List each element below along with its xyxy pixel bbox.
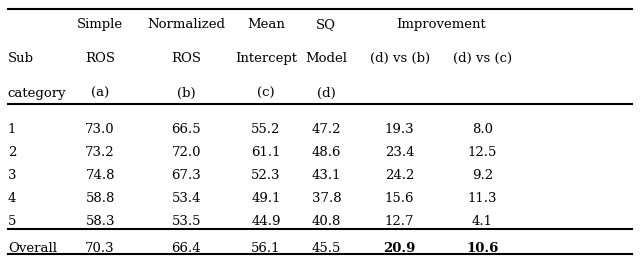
- Text: 12.5: 12.5: [468, 146, 497, 159]
- Text: (c): (c): [257, 87, 275, 99]
- Text: Sub: Sub: [8, 52, 34, 65]
- Text: category: category: [8, 87, 67, 99]
- Text: 3: 3: [8, 169, 16, 182]
- Text: 56.1: 56.1: [251, 242, 280, 255]
- Text: (d) vs (b): (d) vs (b): [369, 52, 429, 65]
- Text: 20.9: 20.9: [383, 242, 416, 255]
- Text: 5: 5: [8, 215, 16, 228]
- Text: Simple: Simple: [77, 18, 124, 31]
- Text: Mean: Mean: [247, 18, 285, 31]
- Text: 19.3: 19.3: [385, 123, 415, 136]
- Text: 12.7: 12.7: [385, 215, 415, 228]
- Text: (b): (b): [177, 87, 195, 99]
- Text: Model: Model: [305, 52, 348, 65]
- Text: 73.0: 73.0: [85, 123, 115, 136]
- Text: SQ: SQ: [316, 18, 337, 31]
- Text: 53.4: 53.4: [172, 192, 201, 205]
- Text: 73.2: 73.2: [85, 146, 115, 159]
- Text: ROS: ROS: [171, 52, 201, 65]
- Text: 55.2: 55.2: [251, 123, 280, 136]
- Text: 11.3: 11.3: [468, 192, 497, 205]
- Text: 1: 1: [8, 123, 16, 136]
- Text: 10.6: 10.6: [467, 242, 499, 255]
- Text: Intercept: Intercept: [235, 52, 297, 65]
- Text: 66.5: 66.5: [172, 123, 201, 136]
- Text: 49.1: 49.1: [251, 192, 280, 205]
- Text: 74.8: 74.8: [85, 169, 115, 182]
- Text: 58.3: 58.3: [85, 215, 115, 228]
- Text: 23.4: 23.4: [385, 146, 415, 159]
- Text: 2: 2: [8, 146, 16, 159]
- Text: 67.3: 67.3: [172, 169, 201, 182]
- Text: 15.6: 15.6: [385, 192, 415, 205]
- Text: 58.8: 58.8: [86, 192, 115, 205]
- Text: ROS: ROS: [85, 52, 115, 65]
- Text: (d): (d): [317, 87, 336, 99]
- Text: 61.1: 61.1: [251, 146, 280, 159]
- Text: 8.0: 8.0: [472, 123, 493, 136]
- Text: 52.3: 52.3: [251, 169, 280, 182]
- Text: 9.2: 9.2: [472, 169, 493, 182]
- Text: (d) vs (c): (d) vs (c): [453, 52, 512, 65]
- Text: Normalized: Normalized: [147, 18, 225, 31]
- Text: 66.4: 66.4: [172, 242, 201, 255]
- Text: 4.1: 4.1: [472, 215, 493, 228]
- Text: 44.9: 44.9: [251, 215, 280, 228]
- Text: 70.3: 70.3: [85, 242, 115, 255]
- Text: 48.6: 48.6: [312, 146, 341, 159]
- Text: 40.8: 40.8: [312, 215, 341, 228]
- Text: 37.8: 37.8: [312, 192, 341, 205]
- Text: 47.2: 47.2: [312, 123, 341, 136]
- Text: 45.5: 45.5: [312, 242, 341, 255]
- Text: 72.0: 72.0: [172, 146, 201, 159]
- Text: 24.2: 24.2: [385, 169, 414, 182]
- Text: 4: 4: [8, 192, 16, 205]
- Text: (a): (a): [91, 87, 109, 99]
- Text: Overall: Overall: [8, 242, 57, 255]
- Text: 53.5: 53.5: [172, 215, 201, 228]
- Text: 43.1: 43.1: [312, 169, 341, 182]
- Text: Improvement: Improvement: [396, 18, 486, 31]
